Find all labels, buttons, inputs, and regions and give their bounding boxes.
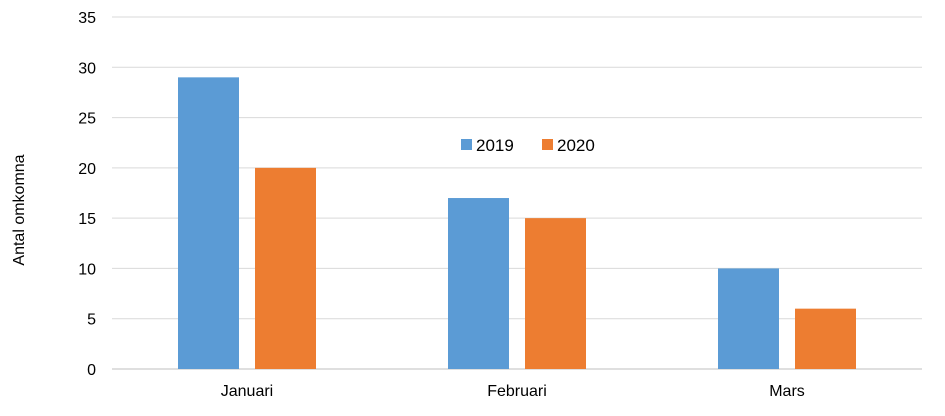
bar-2019-mars bbox=[718, 268, 779, 369]
x-tick-labels: Januari Februari Mars bbox=[221, 383, 805, 400]
y-tick-label: 35 bbox=[78, 10, 96, 27]
bar-2019-februari bbox=[448, 198, 509, 369]
x-tick-label: Mars bbox=[769, 383, 805, 400]
bar-2020-mars bbox=[795, 308, 856, 369]
bar-2020-februari bbox=[525, 218, 586, 369]
y-tick-label: 10 bbox=[78, 261, 96, 278]
y-tick-labels: 0 5 10 15 20 25 30 35 bbox=[78, 10, 96, 379]
x-tick-label: Februari bbox=[487, 383, 547, 400]
legend-swatch-2020 bbox=[542, 139, 553, 150]
y-tick-label: 25 bbox=[78, 111, 96, 128]
y-tick-label: 15 bbox=[78, 211, 96, 228]
legend-swatch-2019 bbox=[461, 139, 472, 150]
y-tick-label: 30 bbox=[78, 60, 96, 77]
legend-label-2020: 2020 bbox=[557, 136, 595, 155]
y-tick-label: 5 bbox=[87, 312, 96, 329]
bar-2020-januari bbox=[255, 167, 316, 369]
bar-2019-januari bbox=[178, 77, 239, 369]
y-tick-label: 0 bbox=[87, 362, 96, 379]
legend-label-2019: 2019 bbox=[476, 136, 514, 155]
y-tick-label: 20 bbox=[78, 161, 96, 178]
x-tick-label: Januari bbox=[221, 383, 273, 400]
bars bbox=[178, 77, 856, 369]
legend: 2019 2020 bbox=[461, 136, 595, 155]
y-axis-title: Antal omkomna bbox=[11, 154, 28, 265]
gridlines bbox=[112, 16, 922, 370]
